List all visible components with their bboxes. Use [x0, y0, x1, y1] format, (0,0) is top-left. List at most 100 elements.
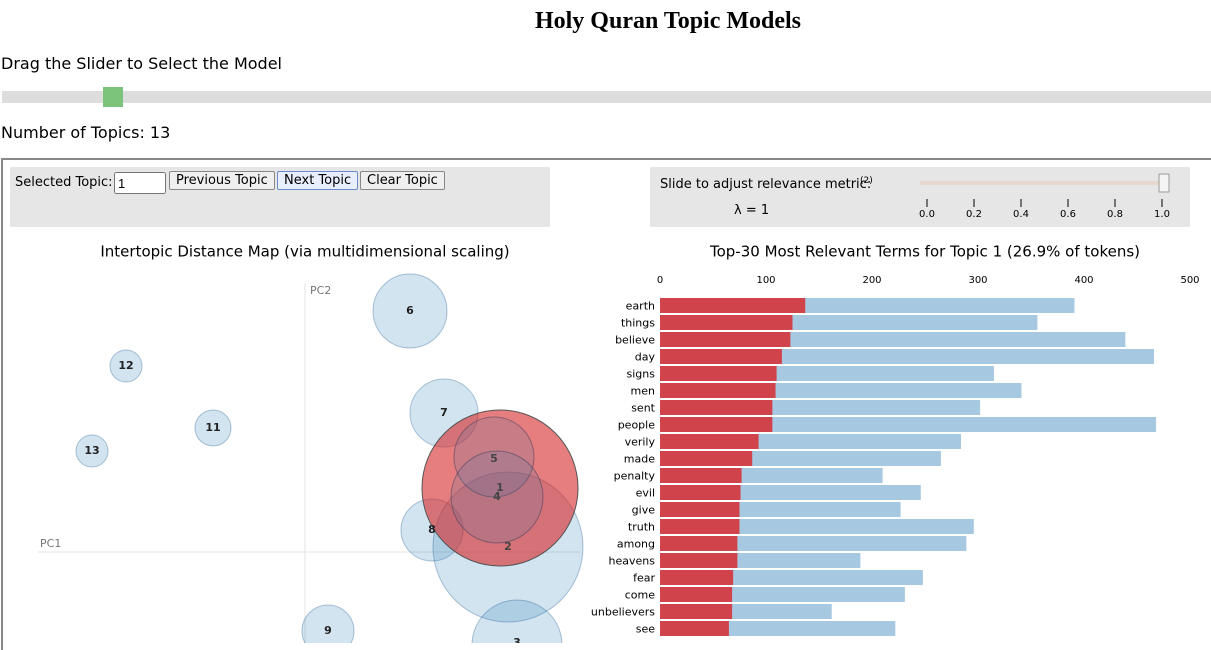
term-label: things [621, 317, 655, 330]
page-title: Holy Quran Topic Models [534, 8, 802, 34]
topic-circle[interactable] [453, 416, 535, 498]
topic-label: 9 [324, 624, 332, 637]
term-label: signs [627, 368, 656, 381]
topic-input[interactable] [114, 172, 166, 194]
term-label: heavens [609, 555, 656, 568]
topic-circles-overlap [450, 416, 544, 544]
bar [660, 417, 1157, 432]
topic-label: 11 [205, 421, 220, 434]
slider-label: Drag the Slider to Select the Model [1, 54, 282, 73]
term-label: sent [631, 402, 655, 415]
x-tick-label: 0 [657, 275, 663, 286]
vis-frame [1, 158, 1211, 650]
selected-topic-circle[interactable] [421, 409, 579, 567]
topic-circle[interactable] [450, 450, 544, 544]
lambda-tick-label: 0.6 [1060, 209, 1076, 220]
term-label: people [618, 419, 656, 432]
topic-panel: Selected Topic: Previous Topic Next Topi… [10, 167, 550, 227]
term-label: earth [626, 300, 655, 313]
topic-circle[interactable] [372, 273, 448, 349]
bar [660, 434, 759, 449]
lambda-tick-label: 0.2 [966, 209, 982, 220]
bar [660, 417, 773, 432]
bar [660, 366, 777, 381]
topic-label: 13 [84, 444, 99, 457]
bar [660, 332, 791, 347]
pc1-label: PC1 [40, 537, 61, 550]
bar [660, 587, 733, 602]
topic-labels: 6 12 11 13 7 5 1 4 8 2 9 3 [84, 304, 520, 643]
clear-topic-button[interactable]: Clear Topic [360, 171, 445, 190]
bar [660, 553, 738, 568]
topic-circle[interactable] [471, 599, 563, 643]
topic-label: 1 [496, 481, 504, 494]
x-tick-label: 100 [756, 275, 775, 286]
bar [660, 621, 729, 636]
bar [660, 502, 740, 517]
topic-label: 2 [504, 540, 512, 553]
term-label: evil [636, 487, 655, 500]
relevance-footnote: (2) [860, 176, 873, 186]
term-label: day [635, 351, 656, 364]
bar [660, 485, 741, 500]
topics-label: Number of Topics: 13 [1, 123, 171, 142]
model-slider[interactable] [2, 91, 1211, 103]
lambda-tick-label: 0.0 [919, 209, 935, 220]
lambda-tick-label: 1.0 [1154, 209, 1170, 220]
topic-circle[interactable] [75, 434, 109, 468]
term-label: made [624, 453, 655, 466]
topic-label: 7 [440, 406, 448, 419]
term-label: men [631, 385, 655, 398]
term-label: among [617, 538, 655, 551]
x-tick-label: 200 [862, 275, 881, 286]
topic-label: 12 [118, 359, 133, 372]
bar [660, 400, 773, 415]
term-label: unbelievers [591, 606, 655, 619]
topic-label: 3 [513, 636, 521, 643]
bar [660, 468, 742, 483]
term-label: truth [628, 521, 655, 534]
mds-title: Intertopic Distance Map (via multidimens… [100, 243, 509, 261]
pc2-label: PC2 [310, 284, 331, 297]
topic-circle[interactable] [301, 604, 355, 643]
bar [660, 536, 738, 551]
bar [660, 570, 734, 585]
term-label: fear [633, 572, 655, 585]
topic-label: 4 [493, 490, 501, 503]
bar [660, 315, 793, 330]
topic-label: 5 [490, 452, 498, 465]
selected-topic-label: Selected Topic: [15, 175, 113, 190]
bar [660, 519, 740, 534]
lambda-tick-label: 0.8 [1107, 209, 1123, 220]
term-label: verily [625, 436, 656, 449]
x-tick-label: 300 [968, 275, 987, 286]
x-tick-label: 400 [1074, 275, 1093, 286]
bar [660, 298, 806, 313]
bar [660, 349, 782, 364]
bar [660, 604, 733, 619]
topic-label: 6 [406, 304, 414, 317]
relevance-panel: Slide to adjust relevance metric: (2) λ … [650, 167, 1190, 227]
slider-handle[interactable] [103, 87, 123, 107]
bar-chart-title: Top-30 Most Relevant Terms for Topic 1 (… [709, 243, 1140, 261]
term-label: believe [615, 334, 655, 347]
term-label: give [632, 504, 656, 517]
bar [660, 383, 776, 398]
term-label: see [636, 623, 655, 636]
x-tick-label: 500 [1180, 275, 1199, 286]
topic-label: 8 [428, 523, 436, 536]
topic-circle[interactable] [194, 409, 232, 447]
relevance-label: Slide to adjust relevance metric: [660, 177, 872, 192]
next-topic-button[interactable]: Next Topic [277, 171, 359, 190]
lambda-tick-label: 0.4 [1013, 209, 1029, 220]
lambda-label: λ = 1 [734, 203, 770, 218]
previous-topic-button[interactable]: Previous Topic [169, 171, 275, 190]
term-label: penalty [614, 470, 656, 483]
lambda-handle[interactable] [1158, 173, 1170, 193]
bar [660, 451, 753, 466]
term-label: come [625, 589, 655, 602]
bar [660, 349, 1154, 364]
topic-circle[interactable] [109, 349, 143, 383]
